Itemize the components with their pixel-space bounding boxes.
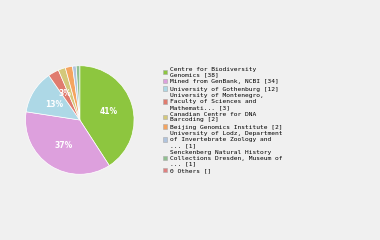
Wedge shape [49,70,80,120]
Wedge shape [73,66,80,120]
Legend: Centre for Biodiversity
Genomics [38], Mined from GenBank, NCBI [34], University: Centre for Biodiversity Genomics [38], M… [163,66,282,174]
Text: 3%: 3% [59,90,72,98]
Text: 41%: 41% [99,107,117,116]
Wedge shape [59,68,80,120]
Wedge shape [65,66,80,120]
Wedge shape [26,75,80,120]
Text: 13%: 13% [45,100,63,109]
Wedge shape [80,66,134,166]
Wedge shape [76,66,80,120]
Wedge shape [25,112,109,174]
Text: 37%: 37% [54,141,73,150]
